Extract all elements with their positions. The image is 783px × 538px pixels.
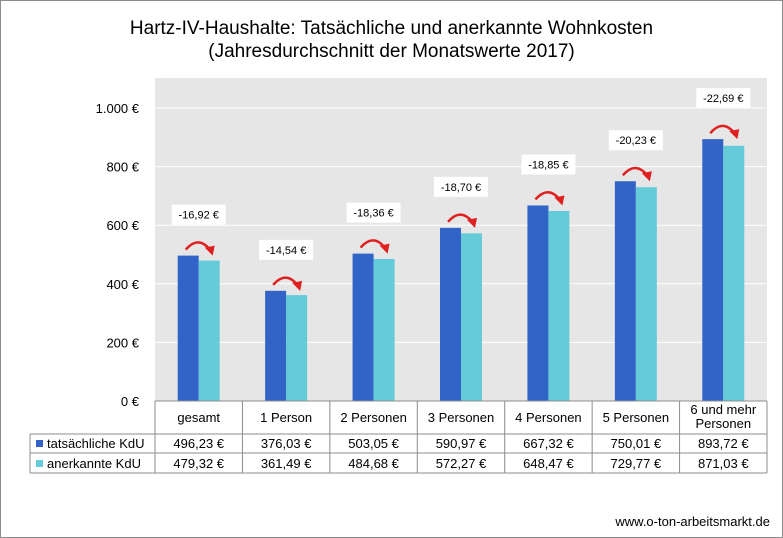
difference-label: -20,23 € [616, 135, 656, 147]
table-cell: 496,23 € [173, 436, 224, 451]
table-cell: 572,27 € [436, 456, 487, 471]
category-label: 2 Personen [340, 410, 407, 425]
difference-label: -18,85 € [528, 159, 568, 171]
table-cell: 667,32 € [523, 436, 574, 451]
bar-tatsaechliche [352, 253, 374, 401]
decrease-arrow-head [204, 245, 215, 256]
category-label: 3 Personen [428, 410, 495, 425]
legend-swatch [36, 440, 43, 447]
table-cell: 484,68 € [348, 456, 399, 471]
difference-label: -22,69 € [703, 93, 743, 105]
bar-tatsaechliche [440, 227, 461, 401]
bar-anerkannte [548, 210, 570, 401]
category-label: Personen [695, 416, 751, 431]
legend-swatch [36, 460, 43, 467]
y-tick-label: 1.000 € [96, 101, 140, 116]
bar-anerkannte [286, 295, 308, 401]
table-cell: 479,32 € [173, 456, 224, 471]
difference-label-box [171, 204, 226, 225]
decrease-arrow-head [554, 195, 565, 206]
bar-tatsaechliche [177, 255, 199, 401]
difference-label-box [346, 202, 401, 223]
difference-label-box [434, 176, 488, 197]
decrease-arrow-head [729, 129, 740, 140]
table-cell: 729,77 € [611, 456, 662, 471]
table-cell: 648,47 € [523, 456, 574, 471]
table-cell: 750,01 € [611, 436, 662, 451]
category-label: 6 und mehr [690, 402, 756, 417]
bar-tatsaechliche [702, 139, 724, 401]
decrease-arrow-head [641, 171, 652, 182]
bar-anerkannte [635, 187, 657, 401]
category-label: 1 Person [260, 410, 312, 425]
bar-tatsaechliche [527, 205, 549, 401]
chart-title: Hartz-IV-Haushalte: Tatsächliche und ane… [129, 18, 654, 39]
table-cell: 893,72 € [698, 436, 749, 451]
y-tick-label: 0 € [121, 394, 140, 409]
legend-label: tatsächliche KdU [47, 436, 145, 451]
bar-tatsaechliche [614, 181, 636, 401]
legend-label: anerkannte KdU [47, 456, 141, 471]
y-tick-label: 800 € [106, 160, 139, 175]
y-tick-label: 600 € [106, 218, 139, 233]
table-cell: 376,03 € [261, 436, 312, 451]
source-url: www.o-ton-arbeitsmarkt.de [615, 514, 770, 529]
bar-tatsaechliche [265, 290, 287, 401]
table-cell: 361,49 € [261, 456, 312, 471]
difference-label: -14,54 € [266, 245, 306, 257]
y-tick-label: 200 € [106, 335, 139, 350]
category-label: 5 Personen [603, 410, 670, 425]
decrease-arrow-head [379, 243, 390, 254]
difference-label-box [696, 88, 751, 109]
difference-label: -16,92 € [179, 210, 219, 222]
table-cell: 503,05 € [348, 436, 399, 451]
decrease-arrow-head [292, 280, 303, 291]
difference-label: -18,36 € [353, 208, 393, 220]
difference-label-box [608, 130, 663, 151]
chart-subtitle: (Jahresdurchschnitt der Monatswerte 2017… [208, 41, 575, 62]
table-cell: 871,03 € [698, 456, 749, 471]
difference-label-box [259, 239, 314, 260]
difference-label-box [521, 154, 576, 175]
y-tick-label: 400 € [106, 277, 139, 292]
category-label: 4 Personen [515, 410, 582, 425]
category-label: gesamt [177, 410, 220, 425]
decrease-arrow-head [467, 217, 477, 228]
bar-anerkannte [723, 145, 745, 401]
bar-anerkannte [373, 258, 395, 401]
bar-anerkannte [198, 260, 220, 401]
difference-label: -18,70 € [441, 182, 481, 194]
table-cell: 590,97 € [436, 436, 487, 451]
bar-anerkannte [461, 233, 482, 401]
